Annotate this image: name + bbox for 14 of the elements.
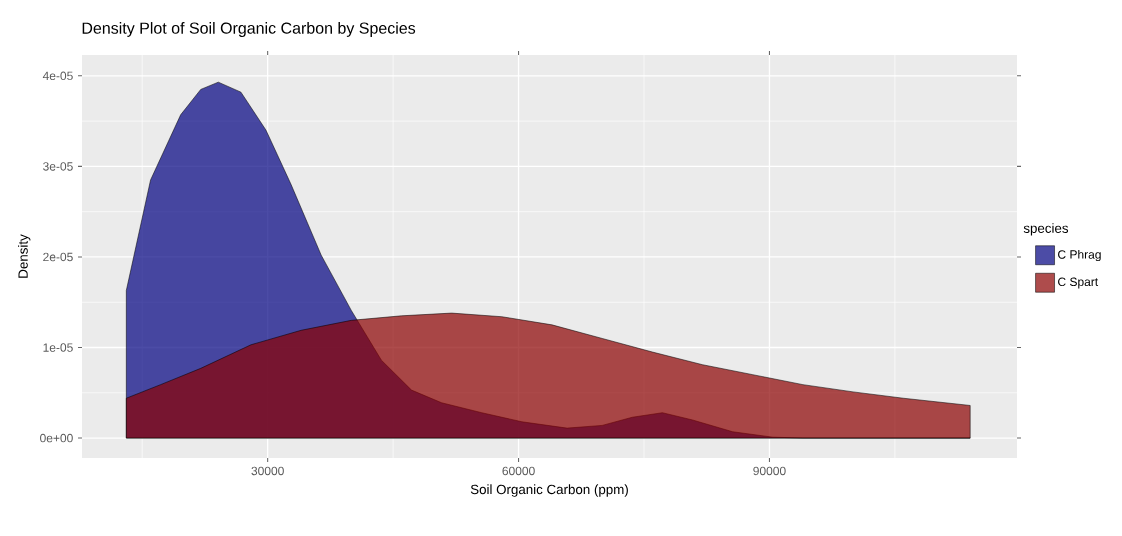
x-tick-label: 60000 — [502, 466, 535, 476]
chart-title: Density Plot of Soil Organic Carbon by Species — [82, 22, 416, 37]
legend-label: C Phrag — [1058, 249, 1101, 262]
y-tick-label: 2e-05 — [43, 252, 73, 262]
y-tick-label: 0e+00 — [40, 433, 73, 443]
x-tick-label: 90000 — [753, 466, 786, 476]
x-axis-title: Soil Organic Carbon (ppm) — [470, 484, 628, 497]
legend-label: C Spart — [1058, 277, 1099, 289]
y-axis-title: Density — [18, 234, 31, 278]
x-tick-label: 30000 — [251, 466, 284, 476]
legend-title: species — [1023, 223, 1069, 236]
y-tick-label: 3e-05 — [43, 162, 73, 171]
y-tick-label: 1e-05 — [43, 343, 73, 352]
y-tick-label: 4e-05 — [42, 71, 73, 81]
